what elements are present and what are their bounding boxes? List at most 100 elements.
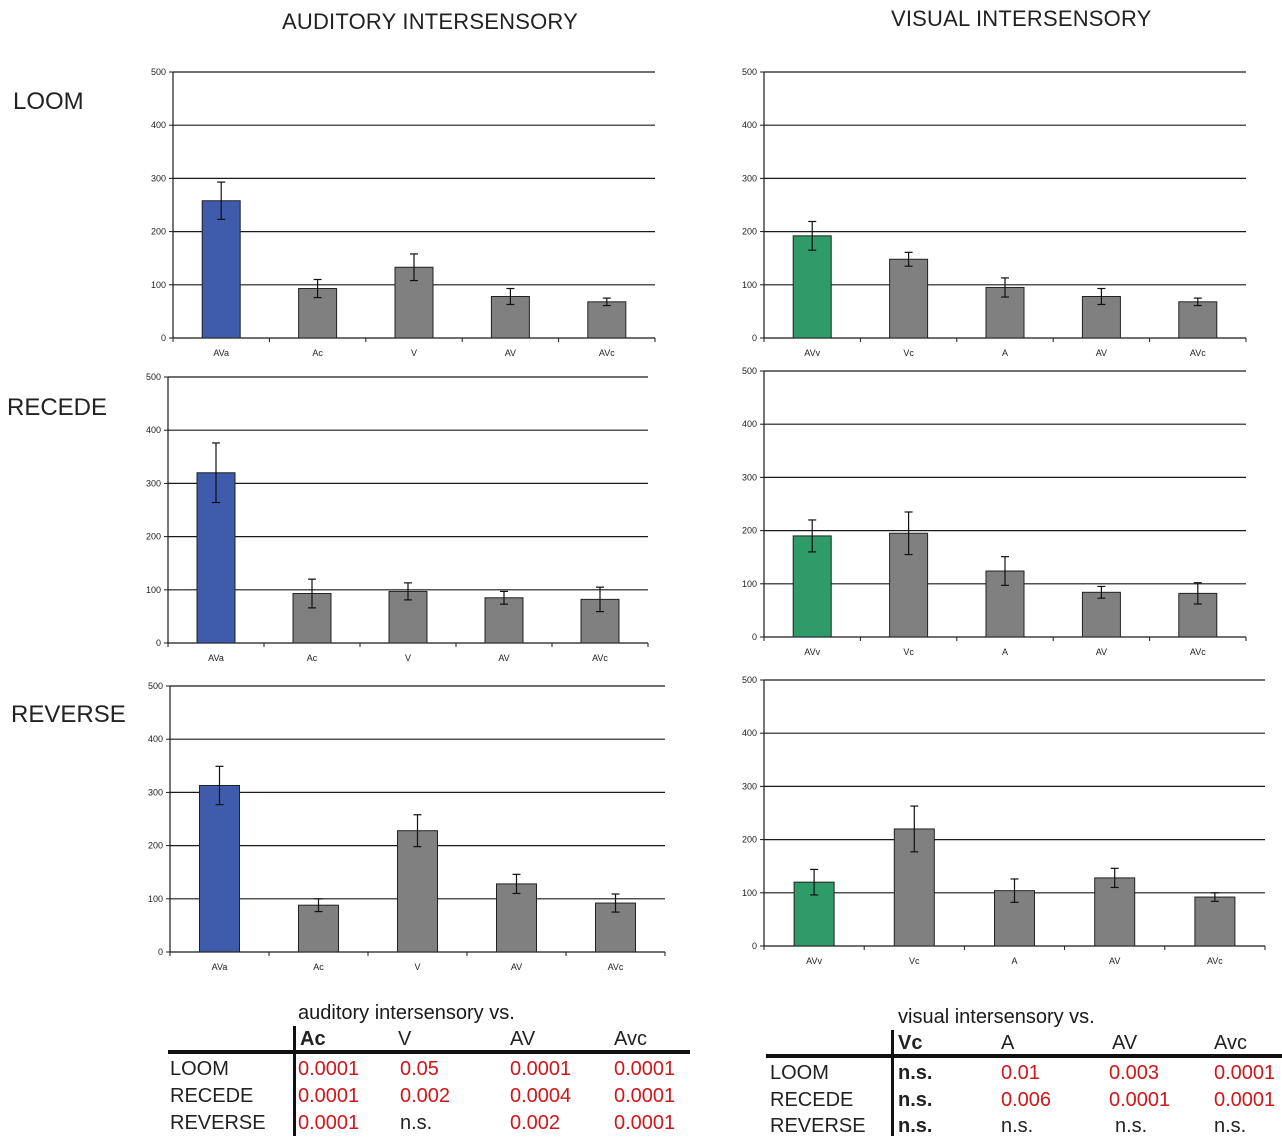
visual-recede-avc: 0.0001 xyxy=(1214,1089,1276,1111)
y-tick-label-0: 0 xyxy=(752,632,757,642)
bar-AVc xyxy=(1194,896,1236,947)
x-tick-label-AVc: AVc xyxy=(1190,647,1206,657)
visual-header-vc: Vc xyxy=(898,1032,923,1054)
x-tick-label-Ac: Ac xyxy=(312,348,323,358)
x-tick-label-A: A xyxy=(1011,956,1017,966)
x-tick-label-AV: AV xyxy=(498,653,509,663)
auditory-loom-ac: 0.0001 xyxy=(298,1058,360,1080)
x-tick-label-V: V xyxy=(411,348,417,358)
y-tick-label-500: 500 xyxy=(148,681,163,691)
y-tick-label-500: 500 xyxy=(742,675,757,685)
auditory-row-label-recede: RECEDE xyxy=(170,1085,254,1107)
row-label-recede: RECEDE xyxy=(7,394,108,421)
x-tick-label-V: V xyxy=(405,653,411,663)
chart-visual-loom: 0 100 200 300 400 500 AVv Vc A AV AVc xyxy=(742,67,1247,358)
x-tick-label-AVc: AVc xyxy=(599,348,615,358)
auditory-table-caption: auditory intersensory vs. xyxy=(298,1002,515,1024)
y-tick-label-100: 100 xyxy=(146,585,161,595)
y-tick-label-200: 200 xyxy=(742,526,757,536)
y-tick-label-0: 0 xyxy=(161,333,166,343)
y-tick-label-400: 400 xyxy=(146,425,161,435)
x-tick-label-V: V xyxy=(414,962,420,972)
x-tick-label-Vc: Vc xyxy=(903,647,914,657)
x-tick-label-AV: AV xyxy=(1109,956,1120,966)
bar-Vc xyxy=(889,258,929,339)
bar-V xyxy=(397,830,438,953)
visual-loom-avc: 0.0001 xyxy=(1214,1062,1276,1084)
row-label-loom: LOOM xyxy=(13,88,84,115)
y-tick-label-100: 100 xyxy=(151,280,166,290)
y-tick-label-300: 300 xyxy=(151,173,166,183)
auditory-reverse-av: 0.002 xyxy=(510,1112,561,1134)
visual-loom-vc: n.s. xyxy=(898,1062,933,1084)
y-tick-label-0: 0 xyxy=(156,638,161,648)
visual-recede-a: 0.006 xyxy=(1001,1089,1052,1111)
x-tick-label-A: A xyxy=(1002,348,1008,358)
visual-reverse-a: n.s. xyxy=(1001,1115,1034,1137)
x-tick-label-AVa: AVa xyxy=(208,653,224,663)
auditory-recede-av: 0.0004 xyxy=(510,1085,572,1107)
y-tick-label-400: 400 xyxy=(148,734,163,744)
visual-table-caption: visual intersensory vs. xyxy=(898,1006,1095,1028)
auditory-recede-ac: 0.0001 xyxy=(298,1085,360,1107)
auditory-reverse-avc: 0.0001 xyxy=(614,1112,676,1134)
visual-reverse-av: n.s. xyxy=(1115,1115,1148,1137)
x-tick-label-A: A xyxy=(1002,647,1008,657)
visual-table-header-rule xyxy=(766,1054,1282,1058)
bar-AV xyxy=(1094,877,1136,947)
x-tick-label-AVa: AVa xyxy=(213,348,229,358)
bar-Ac xyxy=(298,904,339,953)
auditory-header-v: V xyxy=(398,1028,412,1050)
y-tick-label-200: 200 xyxy=(151,227,166,237)
y-tick-label-500: 500 xyxy=(742,366,757,376)
y-tick-label-300: 300 xyxy=(742,472,757,482)
y-tick-label-100: 100 xyxy=(742,579,757,589)
auditory-header-av: AV xyxy=(510,1028,536,1050)
x-tick-label-Ac: Ac xyxy=(307,653,318,663)
auditory-reverse-v: n.s. xyxy=(400,1112,433,1134)
y-tick-label-300: 300 xyxy=(742,781,757,791)
x-tick-label-AVc: AVc xyxy=(1207,956,1223,966)
x-tick-label-AV: AV xyxy=(505,348,516,358)
bar-AVc xyxy=(587,301,627,339)
visual-reverse-vc: n.s. xyxy=(898,1115,933,1137)
visual-header-a: A xyxy=(1001,1032,1015,1054)
x-tick-label-AVv: AVv xyxy=(804,647,820,657)
y-tick-label-300: 300 xyxy=(742,173,757,183)
x-tick-label-AV: AV xyxy=(1096,647,1107,657)
auditory-loom-avc: 0.0001 xyxy=(614,1058,676,1080)
x-tick-label-AVc: AVc xyxy=(608,962,624,972)
x-tick-label-AVv: AVv xyxy=(804,348,820,358)
y-tick-label-400: 400 xyxy=(151,120,166,130)
auditory-loom-v: 0.05 xyxy=(400,1058,439,1080)
bar-AVa xyxy=(201,200,241,339)
y-tick-label-500: 500 xyxy=(151,67,166,77)
bar-AVa xyxy=(199,784,240,953)
visual-loom-a: 0.01 xyxy=(1001,1062,1040,1084)
x-tick-label-AV: AV xyxy=(1096,348,1107,358)
x-tick-label-AV: AV xyxy=(511,962,522,972)
visual-p-value-table: visual intersensory vs. Vc A AV Avc LOOM… xyxy=(766,1004,1282,1137)
chart-auditory-loom: 0 100 200 300 400 500 AVa Ac V AV AVc xyxy=(151,67,656,358)
x-tick-label-AVa: AVa xyxy=(212,962,228,972)
y-tick-label-0: 0 xyxy=(158,947,163,957)
chart-visual-reverse: 0 100 200 300 400 500 AVv Vc A AV AVc xyxy=(742,675,1266,966)
chart-visual-recede: 0 100 200 300 400 500 AVv Vc A AV AVc xyxy=(742,366,1247,657)
visual-recede-av: 0.0001 xyxy=(1109,1089,1171,1111)
y-tick-label-500: 500 xyxy=(146,372,161,382)
auditory-reverse-ac: 0.0001 xyxy=(298,1112,360,1134)
row-label-reverse: REVERSE xyxy=(11,701,126,728)
y-tick-label-400: 400 xyxy=(742,120,757,130)
x-tick-label-Ac: Ac xyxy=(313,962,324,972)
auditory-recede-v: 0.002 xyxy=(400,1085,451,1107)
y-tick-label-200: 200 xyxy=(146,532,161,542)
visual-loom-av: 0.003 xyxy=(1109,1062,1160,1084)
visual-reverse-avc: n.s. xyxy=(1214,1115,1247,1137)
visual-header-avc: Avc xyxy=(1214,1032,1247,1054)
y-tick-label-200: 200 xyxy=(148,841,163,851)
auditory-header-avc: Avc xyxy=(614,1028,647,1050)
auditory-header-ac: Ac xyxy=(300,1028,326,1050)
y-tick-label-500: 500 xyxy=(742,67,757,77)
auditory-loom-av: 0.0001 xyxy=(510,1058,572,1080)
y-tick-label-100: 100 xyxy=(148,894,163,904)
